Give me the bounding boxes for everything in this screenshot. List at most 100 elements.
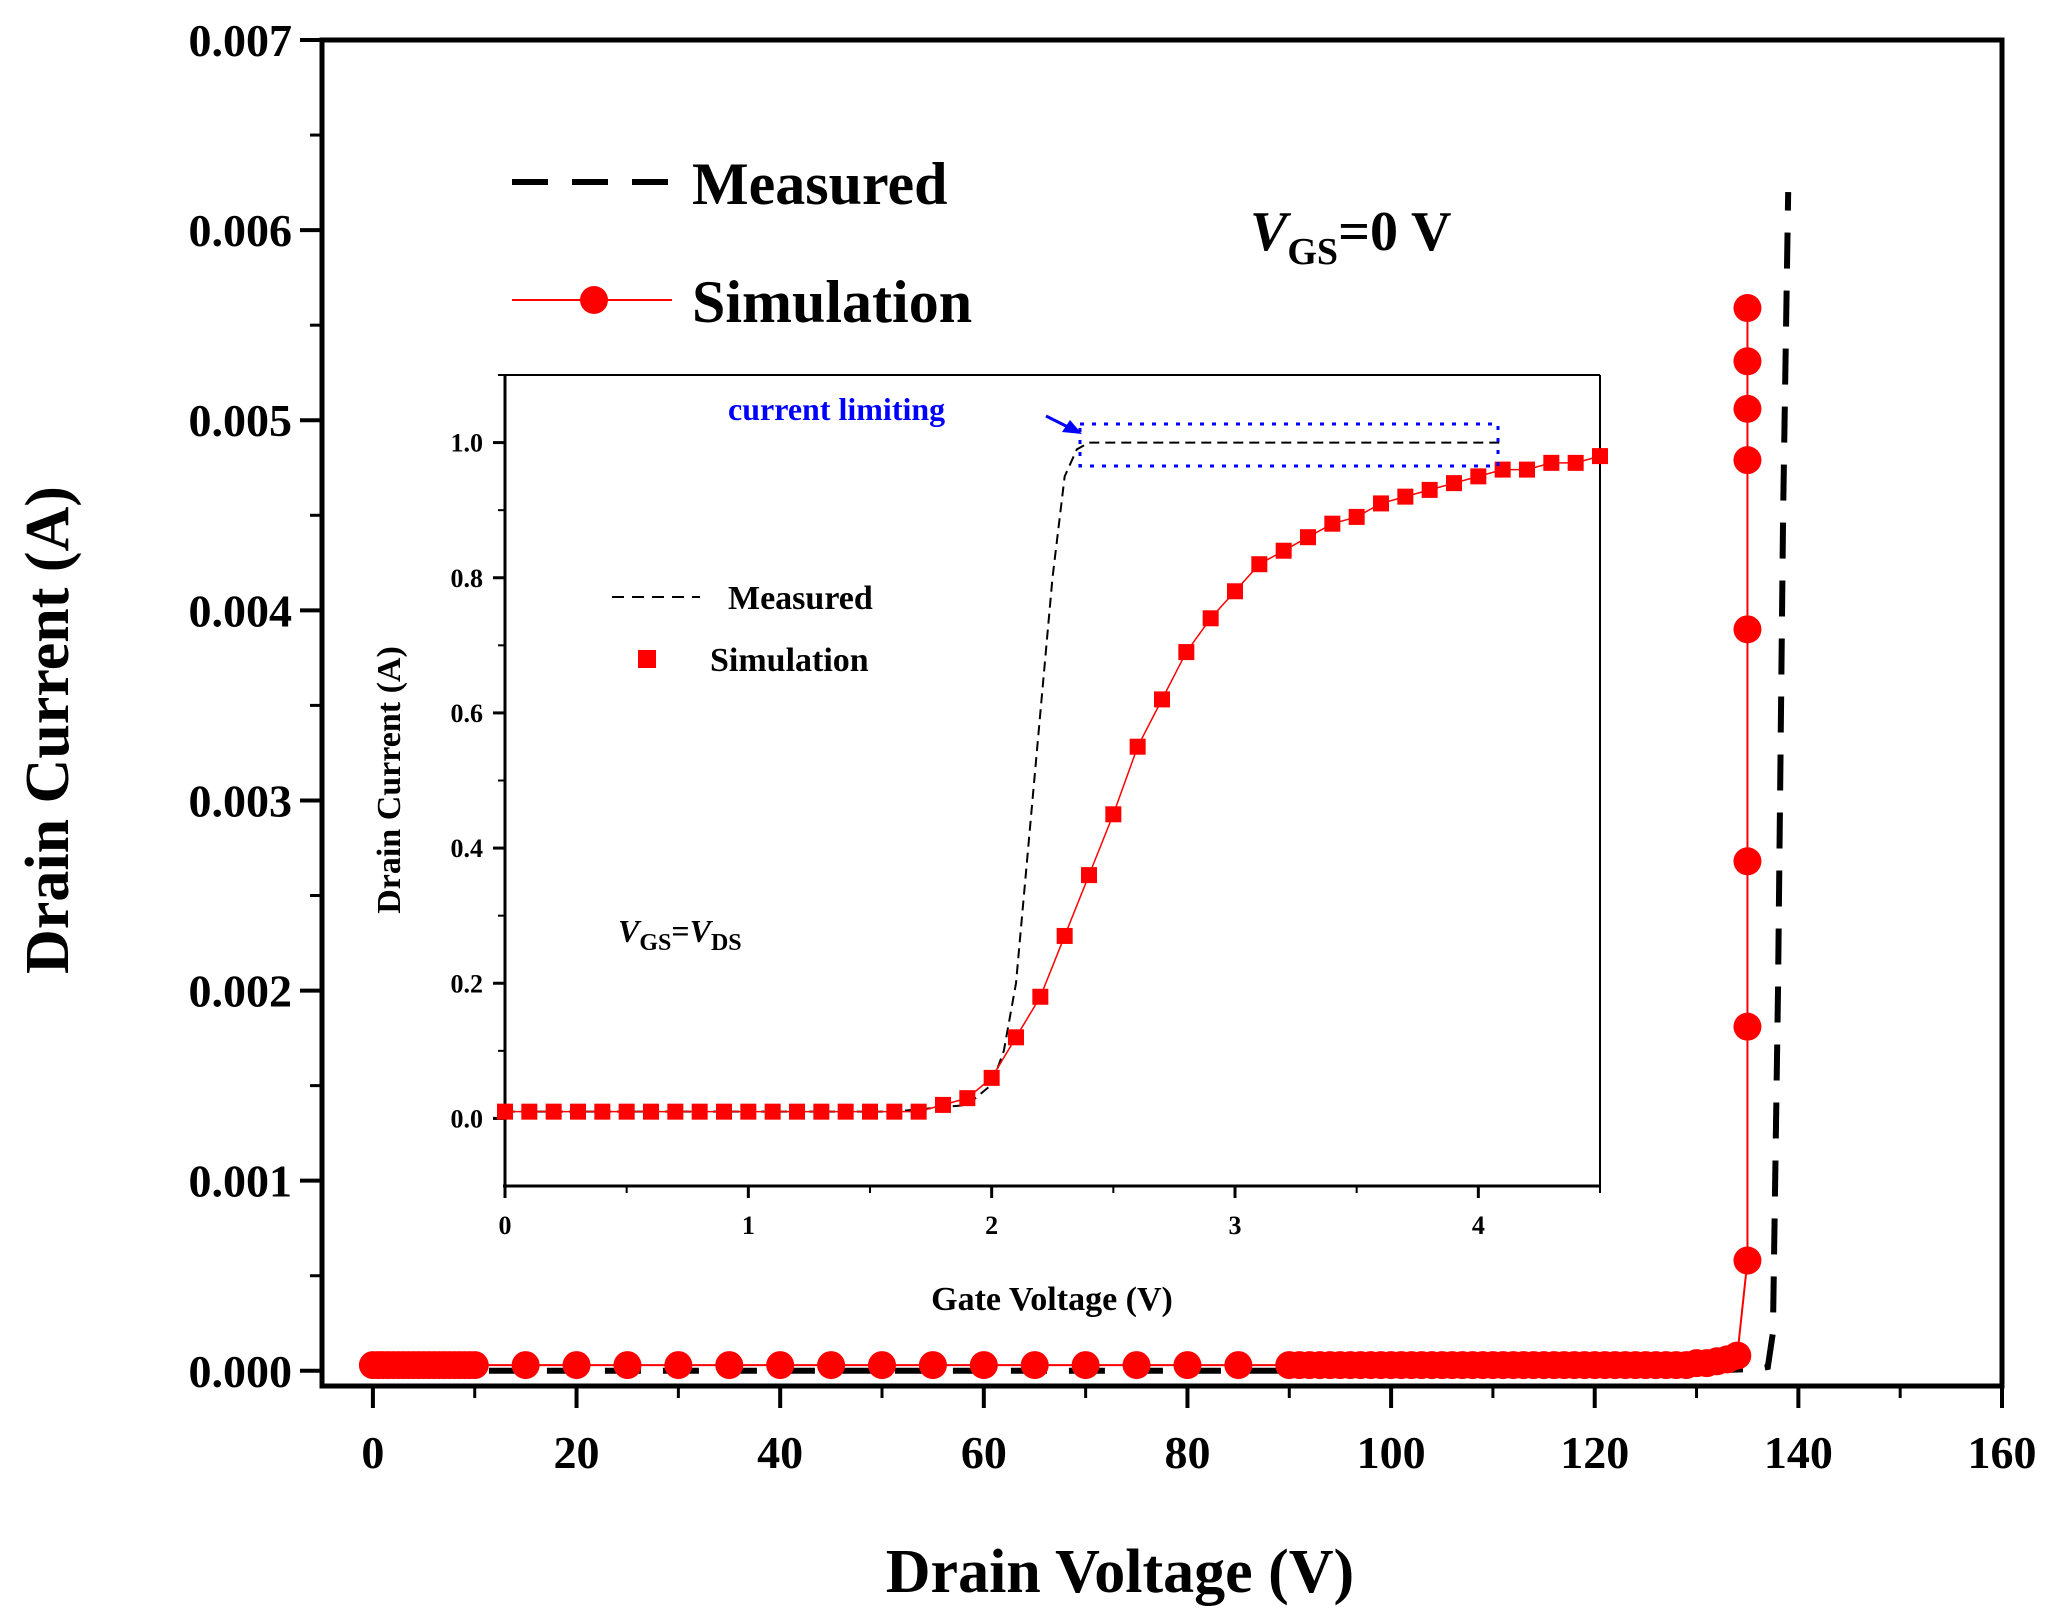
main-legend-simulation-marker xyxy=(580,286,608,314)
inset-simulation-point xyxy=(667,1103,684,1120)
main-simulation-point xyxy=(460,1351,489,1380)
inset-simulation-point xyxy=(740,1103,757,1120)
inset-simulation-point xyxy=(1008,1029,1024,1046)
main-x-axis: 0 20 40 60 80 100 120 140 160 xyxy=(361,1386,2037,1478)
main-simulation-point xyxy=(1122,1351,1151,1380)
inset-simulation-point xyxy=(545,1103,562,1120)
inset-simulation-point xyxy=(1251,556,1268,573)
inset-y-tick-label: 0.8 xyxy=(451,564,484,593)
inset-y-tick-label: 1.0 xyxy=(451,429,484,458)
inset-simulation-point xyxy=(1397,488,1414,505)
current-limiting-arrowhead xyxy=(1062,420,1082,434)
main-x-tick-label: 120 xyxy=(1560,1427,1629,1478)
main-x-tick-label: 0 xyxy=(361,1427,384,1478)
main-simulation-point xyxy=(1733,394,1762,423)
inset-simulation-point xyxy=(1154,691,1170,708)
inset-simulation-point xyxy=(691,1103,708,1120)
inset-simulation-point xyxy=(1519,461,1535,478)
main-x-tick-label: 100 xyxy=(1357,1427,1426,1478)
inset-y-tick-label: 0.6 xyxy=(451,699,484,728)
main-simulation-point xyxy=(562,1351,591,1380)
inset-simulation-point xyxy=(959,1090,976,1107)
inset-legend-simulation-marker xyxy=(638,650,656,668)
inset-series xyxy=(497,441,1608,1120)
main-y-tick-label: 0.004 xyxy=(189,585,293,636)
main-simulation-point xyxy=(1020,1351,1049,1380)
main-x-tick-label: 40 xyxy=(757,1427,803,1478)
main-x-tick-label: 20 xyxy=(554,1427,600,1478)
inset-simulation-line xyxy=(505,455,1601,1113)
main-simulation-point xyxy=(1733,615,1762,644)
inset-simulation-point xyxy=(1227,583,1243,600)
main-simulation-point xyxy=(715,1351,744,1380)
main-simulation-point xyxy=(613,1351,642,1380)
inset-y-tick-label: 0.2 xyxy=(451,969,484,998)
inset-x-axis-title: Gate Voltage (V) xyxy=(931,1281,1173,1318)
inset-simulation-point xyxy=(1032,988,1049,1005)
inset-simulation-point xyxy=(1202,610,1219,627)
inset-simulation-point xyxy=(618,1103,635,1120)
inset-simulation-point xyxy=(1105,806,1122,823)
inset-x-tick-label: 2 xyxy=(985,1211,998,1240)
inset-simulation-point xyxy=(1300,529,1316,546)
inset-plot-background xyxy=(505,375,1600,1185)
inset-y-axis-title: Drain Current (A) xyxy=(371,646,408,914)
main-x-tick-label: 60 xyxy=(961,1427,1007,1478)
main-simulation-point xyxy=(1071,1351,1100,1380)
main-x-tick-label: 140 xyxy=(1764,1427,1833,1478)
inset-simulation-point xyxy=(1421,481,1438,498)
main-simulation-point xyxy=(664,1351,693,1380)
inset-simulation-point xyxy=(1348,508,1365,525)
main-simulation-point xyxy=(1733,446,1762,475)
main-y-axis-title: Drain Current (A) xyxy=(14,486,82,974)
main-legend: Measured Simulation xyxy=(512,151,972,335)
main-simulation-point xyxy=(1733,347,1762,376)
inset-legend: Measured Simulation xyxy=(612,580,873,679)
main-x-tick-label: 160 xyxy=(1968,1427,2037,1478)
main-simulation-point xyxy=(1173,1351,1202,1380)
inset-simulation-point xyxy=(1056,927,1073,944)
inset-simulation-point xyxy=(935,1096,951,1113)
inset-simulation-point xyxy=(1275,542,1292,559)
inset-legend-measured-label: Measured xyxy=(728,580,873,617)
inset-x-tick-label: 0 xyxy=(499,1211,512,1240)
inset-simulation-point xyxy=(862,1103,878,1120)
main-legend-simulation-label: Simulation xyxy=(692,269,972,335)
inset-simulation-point xyxy=(1446,475,1462,492)
inset-x-tick-label: 4 xyxy=(1472,1211,1485,1240)
inset-simulation-point xyxy=(716,1103,732,1120)
inset-y-tick-label: 0.4 xyxy=(451,834,484,863)
inset-simulation-point xyxy=(1543,454,1560,471)
main-y-axis: 0.000 0.001 0.002 0.003 0.004 0.005 0.006 0.007 xyxy=(189,15,322,1397)
inset-simulation-point xyxy=(594,1103,611,1120)
main-simulation-point xyxy=(868,1351,896,1380)
main-y-tick-label: 0.006 xyxy=(189,205,293,256)
main-y-tick-label: 0.002 xyxy=(189,966,293,1017)
inset-simulation-point xyxy=(570,1103,586,1120)
main-x-axis-title: Drain Voltage (V) xyxy=(886,1538,1354,1606)
main-y-tick-label: 0.003 xyxy=(189,775,293,826)
main-y-tick-label: 0.001 xyxy=(189,1156,293,1207)
inset-y-axis: 0.0 0.2 0.4 0.6 0.8 1.0 xyxy=(451,374,505,1133)
inset-simulation-point xyxy=(910,1103,927,1120)
inset-simulation-point xyxy=(813,1103,830,1120)
main-plot-frame xyxy=(319,37,2005,1389)
main-simulation-point xyxy=(766,1351,795,1380)
main-simulation-point xyxy=(1224,1351,1253,1380)
main-simulation-point xyxy=(511,1351,540,1380)
inset-simulation-point xyxy=(1324,515,1341,532)
inset-simulation-point xyxy=(1081,867,1097,884)
inset-simulation-point xyxy=(497,1103,513,1120)
main-simulation-point xyxy=(1733,1246,1762,1275)
main-legend-measured-label: Measured xyxy=(692,151,948,217)
main-simulation-point xyxy=(918,1351,947,1380)
main-simulation-point xyxy=(1733,847,1762,876)
main-plot: 0 20 40 60 80 100 120 140 160 0.0000.0010.0020.0… xyxy=(14,15,2037,1606)
main-vgs-annotation: VGS=0 V xyxy=(1250,201,1451,273)
current-limiting-label: current limiting xyxy=(728,391,945,427)
main-y-tick-label: 0.000 xyxy=(189,1346,293,1397)
main-simulation-point xyxy=(969,1351,998,1380)
inset-simulation-point xyxy=(521,1103,538,1120)
main-series xyxy=(358,192,1792,1380)
inset-simulation-point xyxy=(1178,644,1195,661)
